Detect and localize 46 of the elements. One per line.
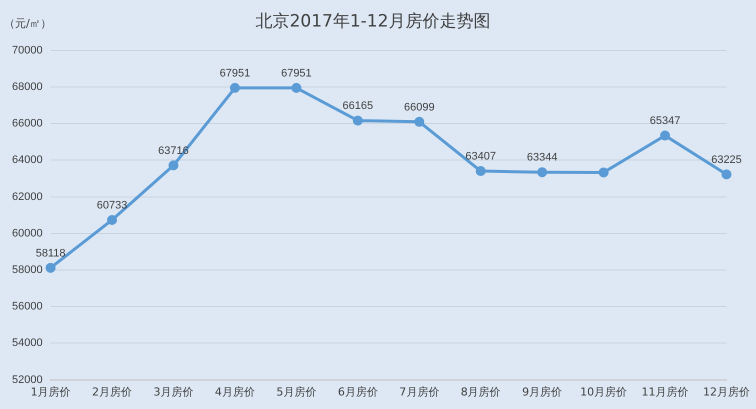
x-tick-label: 8月房价 — [460, 385, 501, 398]
y-tick-label: 52000 — [12, 374, 43, 386]
data-label: 63225 — [711, 154, 742, 166]
x-tick-label: 3月房价 — [153, 385, 194, 398]
x-tick-label: 7月房价 — [399, 385, 440, 398]
x-tick-label: 9月房价 — [522, 385, 562, 398]
point — [598, 167, 609, 178]
point — [107, 214, 118, 225]
point — [476, 166, 486, 176]
point — [352, 116, 363, 126]
data-label: 58118 — [36, 247, 66, 260]
point — [291, 82, 302, 93]
y-tick-label: 54000 — [12, 337, 43, 350]
y-tick-label: 60000 — [12, 227, 43, 240]
point — [230, 82, 240, 93]
x-tick-label: 5月房价 — [276, 385, 316, 398]
x-tick-label: 12月房价 — [703, 385, 750, 398]
x-tick-label: 1月房价 — [30, 385, 71, 398]
point — [660, 130, 670, 141]
point — [168, 160, 178, 170]
point — [537, 167, 548, 178]
data-label: 63344 — [526, 152, 558, 164]
data-label: 60733 — [96, 200, 128, 212]
x-tick-label: 11月房价 — [642, 385, 689, 398]
data-label: 67951 — [220, 67, 250, 80]
x-tick-label: 10月房价 — [580, 385, 628, 398]
y-tick-label: 70000 — [12, 44, 43, 56]
y-tick-label: 64000 — [12, 154, 43, 166]
y-tick-label: 56000 — [12, 300, 43, 313]
y-tick-label: 58000 — [12, 264, 43, 276]
y-tick-label: 66000 — [12, 118, 43, 130]
x-tick-label: 4月房价 — [214, 385, 255, 398]
x-tick-label: 2月房价 — [92, 385, 132, 398]
point — [46, 262, 56, 273]
data-label: 65347 — [650, 115, 680, 128]
y-tick-label: 68000 — [12, 81, 43, 94]
data-label: 66165 — [342, 100, 374, 112]
x-tick-label: 6月房价 — [338, 385, 378, 398]
y-tick-label: 62000 — [12, 190, 43, 203]
point — [414, 116, 424, 127]
data-label: 63407 — [465, 150, 496, 163]
point — [722, 169, 732, 180]
chart-title: 北京2017年1-12月房价走势图 — [256, 12, 490, 32]
data-label: 66099 — [404, 101, 435, 114]
data-label: 67951 — [281, 67, 312, 80]
y-axis-title: （元/㎡） — [4, 16, 52, 30]
